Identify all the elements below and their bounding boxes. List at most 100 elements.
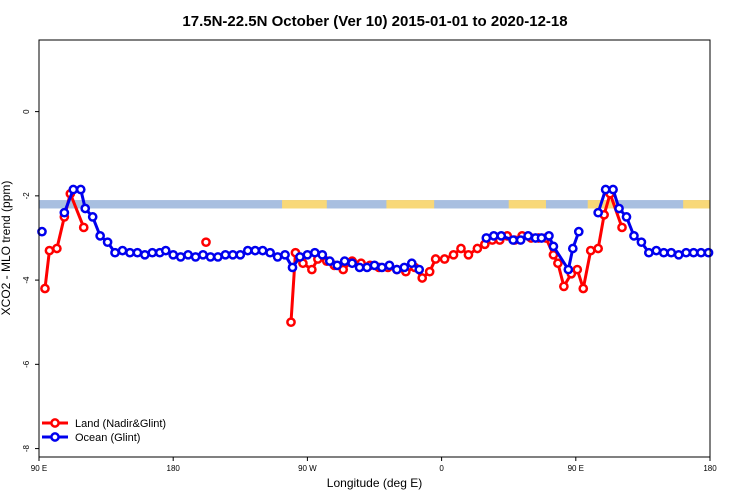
- series-1-point-37: [324, 256, 335, 266]
- series-1-point-52: [496, 231, 507, 241]
- series-1-point-71: [651, 245, 662, 256]
- series-1-point-73: [666, 247, 677, 258]
- series-1-point-41: [354, 262, 365, 273]
- series-1-point-63: [593, 207, 604, 218]
- series-1-point-12: [140, 249, 150, 260]
- series-1-point-65: [608, 184, 618, 195]
- series-1-point-78: [703, 247, 714, 258]
- series-1-point-21: [205, 252, 216, 262]
- series-1-point-17: [175, 252, 186, 262]
- series-1-point-60: [563, 264, 574, 275]
- land-band-segment-1: [386, 200, 435, 209]
- series-1-point-32: [287, 262, 298, 273]
- series-1-point-31: [280, 249, 290, 260]
- legend-marker-1: [50, 432, 60, 442]
- x-axis-label: Longitude (deg E): [327, 476, 422, 490]
- series-1-point-28: [257, 245, 268, 256]
- land-band-segment-0: [282, 200, 327, 209]
- plot-frame: [38, 39, 711, 458]
- series-0-point-28: [456, 243, 466, 254]
- series-1-point-48: [406, 258, 417, 269]
- series-0-point-6: [201, 237, 211, 248]
- chart-title: 17.5N-22.5N October (Ver 10) 2015-01-01 …: [182, 13, 567, 30]
- series-0: [40, 188, 627, 328]
- legend: Land (Nadir&Glint) Ocean (Glint): [42, 418, 166, 444]
- series-0-point-5: [78, 222, 89, 233]
- series-1-point-7: [102, 237, 113, 248]
- series-1-point-4: [80, 203, 91, 214]
- y-tick-label-1: -2: [22, 192, 31, 200]
- series-1-point-3: [75, 184, 86, 195]
- series-0-point-27: [448, 249, 459, 260]
- series-1-point-57: [536, 233, 547, 243]
- legend-label-0: Land (Nadir&Glint): [75, 418, 166, 430]
- x-tick-label-5: 180: [703, 464, 717, 473]
- series-1-point-33: [295, 252, 305, 262]
- series-1-point-27: [250, 245, 261, 256]
- series-0-point-41: [553, 258, 563, 269]
- series-0-point-45: [578, 283, 589, 294]
- series-0-point-46: [585, 245, 596, 256]
- series-1-point-30: [272, 252, 283, 262]
- series-1-point-62: [573, 226, 584, 237]
- y-tick-label-3: -6: [22, 360, 31, 368]
- series-1-point-39: [339, 256, 350, 266]
- series-1-point-25: [235, 249, 246, 260]
- series-1-point-8: [110, 247, 120, 258]
- series-1-point-61: [567, 243, 578, 254]
- series-1-point-45: [384, 260, 395, 271]
- series-0-point-26: [439, 254, 450, 264]
- series-0-point-1: [44, 245, 55, 256]
- series-0-point-44: [572, 264, 583, 275]
- legend-marker-0: [50, 418, 60, 428]
- series-1-point-69: [636, 237, 647, 248]
- series-1-point-55: [523, 231, 533, 241]
- x-tick-label-2: 90 W: [298, 464, 317, 473]
- series-1-point-23: [220, 249, 231, 260]
- series-0-point-30: [472, 243, 483, 254]
- y-tick-label-4: -8: [22, 444, 31, 452]
- land-band-segment-2: [508, 200, 546, 209]
- series-1-point-6: [95, 231, 105, 241]
- series-line-1: [596, 188, 709, 257]
- series-1-point-76: [688, 247, 699, 258]
- series-1-point-11: [132, 247, 143, 258]
- series-1-point-51: [488, 231, 499, 241]
- series-1-point-38: [332, 260, 343, 271]
- series-1-point-19: [190, 252, 201, 262]
- x-tick-label-0: 90 E: [31, 464, 47, 473]
- y-axis-label: XCO2 - MLO trend (ppm): [0, 181, 13, 316]
- series-1-point-22: [213, 252, 223, 262]
- land-band-segment-4: [683, 200, 710, 209]
- ocean-band: [39, 200, 710, 209]
- series-1-point-9: [117, 245, 128, 256]
- x-tick-label-3: 0: [439, 464, 444, 473]
- series-1-point-68: [629, 231, 639, 241]
- series-1-point-53: [508, 235, 519, 245]
- series-1-point-29: [265, 247, 275, 258]
- y-tick-label-2: -4: [22, 276, 31, 284]
- series-1-point-5: [87, 212, 98, 222]
- y-tick-label-0: 0: [22, 109, 31, 114]
- series-1-point-44: [377, 262, 387, 273]
- series-1-point-67: [621, 212, 632, 222]
- series-layer: [37, 184, 714, 328]
- land-sea-band: [39, 200, 710, 209]
- series-1-point-66: [614, 203, 624, 214]
- series-1-point-10: [125, 247, 135, 258]
- series-1-point-24: [227, 249, 238, 260]
- series-1-point-75: [681, 247, 691, 258]
- series-1-point-70: [644, 247, 654, 258]
- series-0-point-42: [559, 281, 569, 292]
- series-1-point-1: [59, 207, 70, 218]
- series-0-point-24: [424, 266, 435, 277]
- series-1-point-40: [347, 258, 357, 269]
- series-1-point-34: [302, 249, 313, 260]
- series-0-point-50: [617, 222, 627, 233]
- series-0-point-29: [463, 249, 474, 260]
- series-1-point-47: [399, 262, 410, 273]
- series-0-point-23: [417, 273, 428, 283]
- series-1-point-74: [673, 249, 684, 260]
- series-1-point-58: [544, 231, 554, 241]
- series-1-point-35: [310, 247, 320, 258]
